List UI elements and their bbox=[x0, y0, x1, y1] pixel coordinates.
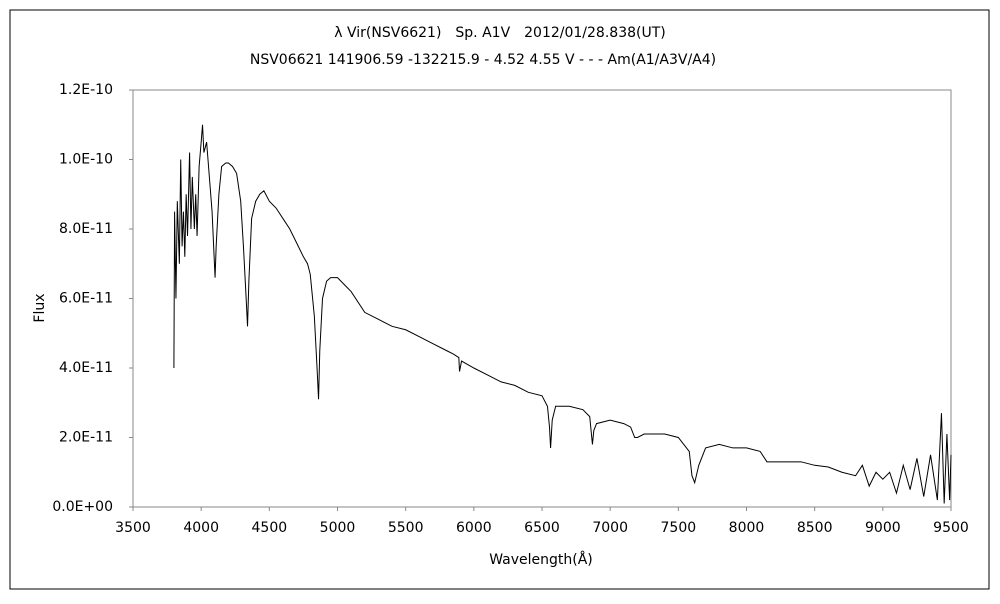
x-tick-label: 9500 bbox=[933, 520, 969, 536]
x-tick-label: 6500 bbox=[524, 520, 560, 536]
x-tick-label: 4000 bbox=[183, 520, 219, 536]
x-tick-label: 3500 bbox=[115, 520, 151, 536]
chart-subtitle: NSV06621 141906.59 -132215.9 - 4.52 4.55… bbox=[250, 52, 716, 68]
x-tick-label: 6000 bbox=[456, 520, 492, 536]
x-tick-label: 7000 bbox=[592, 520, 628, 536]
chart-title: λ Vir(NSV6621) Sp. A1V 2012/01/28.838(UT… bbox=[334, 25, 665, 41]
y-tick-label: 4.0E-11 bbox=[59, 360, 113, 376]
y-tick-label: 6.0E-11 bbox=[59, 291, 113, 307]
x-tick-label: 7500 bbox=[661, 520, 697, 536]
x-axis-label: Wavelength(Å) bbox=[489, 551, 593, 568]
y-tick-label: 2.0E-11 bbox=[59, 430, 113, 446]
x-tick-label: 4500 bbox=[252, 520, 288, 536]
y-tick-label: 0.0E+00 bbox=[52, 499, 113, 515]
x-tick-label: 8500 bbox=[797, 520, 833, 536]
y-tick-label: 1.0E-10 bbox=[59, 152, 113, 168]
plot-area bbox=[132, 89, 952, 508]
y-tick-label: 1.2E-10 bbox=[59, 82, 113, 98]
y-tick-label: 8.0E-11 bbox=[59, 221, 113, 237]
spectrum-line bbox=[173, 124, 952, 504]
x-tick-label: 5500 bbox=[388, 520, 424, 536]
y-axis-label: Flux bbox=[32, 293, 48, 322]
x-tick-label: 8000 bbox=[729, 520, 765, 536]
x-tick-label: 9000 bbox=[865, 520, 901, 536]
x-tick-label: 5000 bbox=[320, 520, 356, 536]
